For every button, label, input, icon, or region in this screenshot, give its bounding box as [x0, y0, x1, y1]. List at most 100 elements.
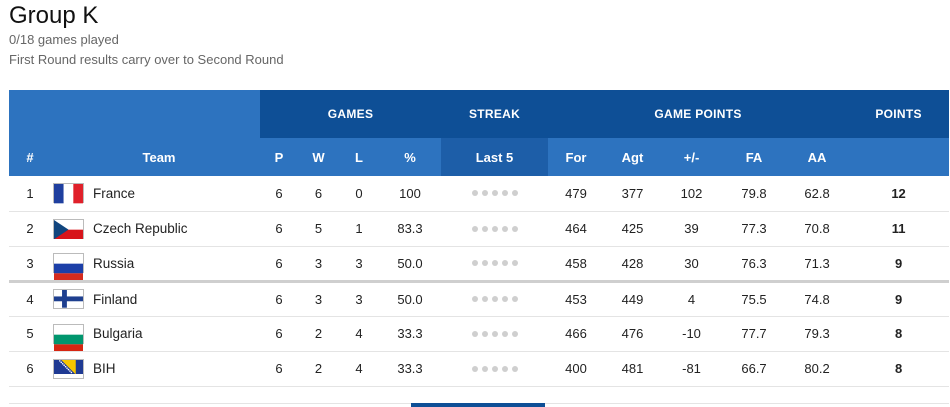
- percent-cell: 50.0: [379, 281, 442, 317]
- table-row[interactable]: 4 Finland 6 3 3 50.0 453 449 4 75.5 74.8 9: [9, 281, 950, 317]
- percent-cell: 83.3: [379, 211, 442, 247]
- aa-column-header[interactable]: AA: [786, 138, 849, 176]
- team-name[interactable]: BIH: [93, 361, 116, 376]
- streak-dots: [441, 260, 548, 266]
- diff-cell: 4: [661, 281, 723, 317]
- streak-dot: [481, 365, 488, 372]
- streak-dots: [441, 225, 548, 232]
- russia-flag-icon: [53, 253, 84, 278]
- streak-dot: [501, 330, 508, 337]
- streak-dot: [511, 190, 518, 197]
- losses-cell: 3: [339, 281, 379, 317]
- rank-column-header[interactable]: #: [9, 138, 51, 176]
- streak-dot: [481, 260, 488, 266]
- group-header-row: GAMES STREAK GAME POINTS POINTS: [9, 90, 950, 138]
- team-name[interactable]: Finland: [93, 291, 138, 307]
- for-cell: 479: [548, 176, 605, 212]
- percent-column-header[interactable]: %: [379, 138, 442, 176]
- played-cell: 6: [260, 351, 298, 387]
- streak-dot: [471, 296, 478, 302]
- against-cell: 449: [604, 281, 662, 317]
- team-cell[interactable]: France: [51, 176, 260, 212]
- diff-cell: -81: [661, 351, 723, 387]
- played-cell: 6: [260, 316, 298, 352]
- carry-over-note: First Round results carry over to Second…: [9, 52, 284, 67]
- diff-column-header[interactable]: +/-: [661, 138, 723, 176]
- last5-cell: [441, 246, 549, 283]
- finland-flag-icon: [53, 289, 84, 309]
- wins-column-header[interactable]: W: [298, 138, 339, 176]
- fa-cell: 66.7: [722, 351, 787, 387]
- streak-dot: [471, 330, 478, 337]
- streak-dots: [441, 330, 548, 337]
- for-column-header[interactable]: For: [548, 138, 605, 176]
- table-row[interactable]: 2 Czech Republic 6 5 1 83.3 464 425 39 77.3 70.8 11: [9, 211, 950, 247]
- streak-dot: [491, 190, 498, 197]
- streak-dot: [501, 260, 508, 266]
- fa-cell: 77.7: [722, 316, 787, 352]
- aa-cell: 74.8: [786, 281, 849, 317]
- wins-cell: 3: [298, 281, 339, 317]
- diff-cell: 30: [661, 246, 723, 283]
- streak-dot: [491, 296, 498, 302]
- against-cell: 481: [604, 351, 662, 387]
- fa-column-header[interactable]: FA: [722, 138, 787, 176]
- aa-cell: 70.8: [786, 211, 849, 247]
- team-name[interactable]: Czech Republic: [93, 221, 188, 236]
- played-column-header[interactable]: P: [260, 138, 298, 176]
- for-cell: 453: [548, 281, 605, 317]
- team-cell[interactable]: BIH: [51, 351, 260, 387]
- aa-cell: 80.2: [786, 351, 849, 387]
- table-row[interactable]: 1 France 6 6 0 100 479 377 102 79.8 62.8 12: [9, 176, 950, 212]
- team-cell[interactable]: Russia: [51, 246, 260, 283]
- played-cell: 6: [260, 281, 298, 317]
- fa-cell: 77.3: [722, 211, 787, 247]
- aa-cell: 79.3: [786, 316, 849, 352]
- rank-cell: 1: [9, 176, 51, 212]
- diff-cell: 102: [661, 176, 723, 212]
- percent-cell: 50.0: [379, 246, 442, 283]
- diff-cell: -10: [661, 316, 723, 352]
- against-cell: 428: [604, 246, 662, 283]
- losses-cell: 0: [339, 176, 379, 212]
- team-name[interactable]: Bulgaria: [93, 326, 143, 341]
- table-row[interactable]: 3 Russia 6 3 3 50.0 458 428 30 76.3 71.3 9: [9, 246, 950, 283]
- last5-column-header[interactable]: Last 5: [441, 138, 549, 176]
- streak-dot: [501, 296, 508, 302]
- streak-dot: [471, 190, 478, 197]
- wins-cell: 2: [298, 316, 339, 352]
- table-row[interactable]: 6 BIH 6 2 4 33.3 400 481 -81 66.7 80.2 8: [9, 351, 950, 387]
- percent-cell: 33.3: [379, 351, 442, 387]
- points-cell: 11: [848, 211, 950, 247]
- played-cell: 6: [260, 246, 298, 283]
- team-cell[interactable]: Czech Republic: [51, 211, 260, 247]
- last5-cell: [441, 281, 549, 317]
- table-row[interactable]: 5 Bulgaria 6 2 4 33.3 466 476 -10 77.7 79.3 8: [9, 316, 950, 352]
- team-column-header[interactable]: Team: [51, 138, 260, 176]
- fa-cell: 76.3: [722, 246, 787, 283]
- diff-cell: 39: [661, 211, 723, 247]
- percent-cell: 100: [379, 176, 442, 212]
- points-cell: 9: [848, 281, 950, 317]
- last5-cell: [441, 316, 549, 352]
- blank-group-header: [9, 90, 260, 138]
- fa-cell: 79.8: [722, 176, 787, 212]
- streak-dot: [491, 365, 498, 372]
- team-cell[interactable]: Bulgaria: [51, 316, 260, 352]
- team-name[interactable]: France: [93, 185, 136, 201]
- horizontal-scrollbar-thumb[interactable]: [411, 403, 545, 407]
- streak-dot: [511, 365, 518, 372]
- for-cell: 466: [548, 316, 605, 352]
- streak-dot: [491, 330, 498, 337]
- last5-cell: [441, 351, 549, 387]
- against-column-header[interactable]: Agt: [604, 138, 662, 176]
- bih-flag-icon: [53, 358, 84, 379]
- streak-dot: [501, 190, 508, 197]
- points-cell: 12: [848, 176, 950, 212]
- rank-cell: 6: [9, 351, 51, 387]
- streak-dot: [481, 190, 488, 197]
- team-cell[interactable]: Finland: [51, 281, 260, 317]
- team-name[interactable]: Russia: [93, 255, 135, 271]
- losses-column-header[interactable]: L: [339, 138, 379, 176]
- streak-dot: [491, 225, 498, 232]
